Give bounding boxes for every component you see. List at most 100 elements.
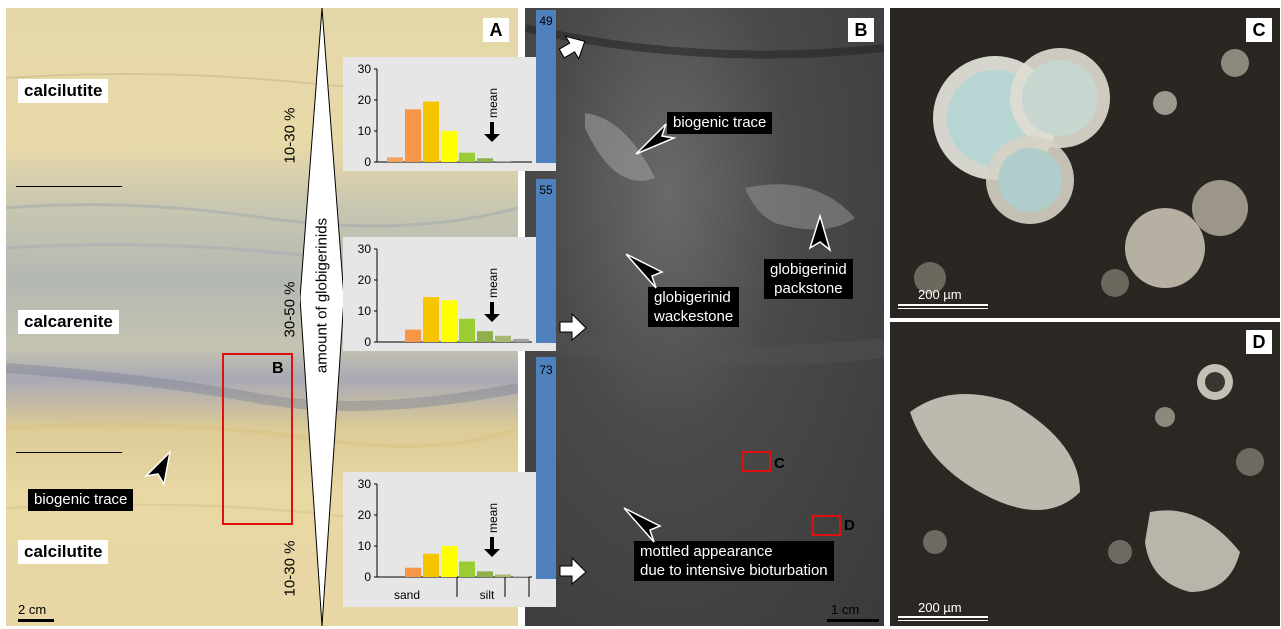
arrow-icon	[635, 123, 677, 155]
thin-section-texture	[525, 24, 884, 366]
histogram-bar	[495, 335, 511, 342]
region-d-label: D	[844, 517, 855, 534]
y-tick-label: 20	[358, 273, 372, 287]
pointer-arrow-icon	[559, 312, 587, 342]
histogram-bar	[513, 576, 529, 577]
mottled-appearance-label: mottled appearance due to intensive biot…	[634, 541, 834, 581]
mottled-line-1: mottled appearance	[640, 543, 773, 560]
histogram-bar	[513, 338, 529, 342]
pointer-arrow-icon	[558, 35, 586, 60]
percent-label-mid: 30-50 %	[281, 281, 299, 338]
y-tick-label: 20	[358, 508, 372, 522]
grain-size-histogram-top: 0 10 20 30 mean	[343, 57, 556, 171]
globigerinid-wackestone-label: globigerinid wackestone	[648, 287, 740, 327]
mud-bar-bottom	[536, 357, 556, 579]
biogenic-trace-label-b: biogenic trace	[667, 112, 773, 134]
histogram-bar	[477, 331, 493, 342]
layer-label-calcarenite: calcarenite	[18, 310, 119, 334]
histogram-bar	[405, 567, 421, 577]
scale-label-a: 2 cm	[18, 602, 47, 617]
arrow-icon	[625, 253, 664, 289]
grain-size-histogram-middle: 0 10 20 30 mean	[343, 237, 556, 351]
percent-label-bottom: 10-30 %	[281, 540, 299, 597]
mud-bar-top	[536, 10, 556, 163]
wackestone-line-1: globigerinid	[654, 289, 731, 306]
mean-arrow-icon	[484, 314, 500, 322]
panel-c-photo	[890, 8, 1280, 318]
region-c-label: C	[774, 455, 785, 472]
layer-label-calcilutite-top: calcilutite	[18, 79, 109, 103]
histogram-bar	[459, 561, 475, 577]
mud-bar-middle	[536, 179, 556, 343]
histogram-chart-bottom: 0102030meansandsiltm	[358, 477, 567, 602]
panel-b-photo	[525, 8, 884, 626]
histogram-bar	[441, 546, 457, 577]
packstone-line-1: globigerinid	[770, 261, 847, 278]
mean-label: mean	[486, 88, 500, 118]
x-label: sand	[394, 588, 420, 602]
histogram-bar	[477, 158, 493, 162]
mud-value-middle: 55	[539, 183, 553, 197]
mean-label: mean	[486, 503, 500, 533]
arrow-icon	[143, 449, 172, 487]
y-tick-label: 0	[364, 570, 371, 584]
y-tick-label: 0	[364, 155, 371, 169]
y-tick-label: 10	[358, 539, 372, 553]
percent-label-top: 10-30 %	[281, 107, 299, 164]
packstone-line-2: packstone	[774, 280, 843, 297]
histogram-bar	[441, 131, 457, 162]
y-tick-label: 30	[358, 62, 372, 76]
histogram-bar	[405, 109, 421, 162]
layer-boundary-line	[16, 186, 122, 187]
mean-arrow-icon	[490, 122, 494, 134]
scale-bar-b	[827, 619, 879, 622]
scale-bar-a	[18, 619, 54, 622]
histogram-bar	[459, 318, 475, 342]
pointer-arrow-icon	[559, 556, 587, 586]
histogram-bar	[477, 571, 493, 577]
wackestone-line-2: wackestone	[654, 308, 734, 325]
mean-arrow-icon	[484, 134, 500, 142]
foraminifera-c-image	[914, 48, 1249, 297]
histogram-bar	[405, 329, 421, 342]
histogram-bar	[459, 152, 475, 162]
mean-arrow-icon	[484, 549, 500, 557]
x-label: silt	[480, 588, 495, 602]
amount-globigerinids-label: amount of globigerinids	[313, 217, 331, 374]
mean-arrow-icon	[490, 537, 494, 549]
y-tick-label: 30	[358, 242, 372, 256]
histogram-bar	[495, 161, 511, 162]
y-tick-label: 10	[358, 304, 372, 318]
panel-label-c: C	[1246, 18, 1272, 42]
histogram-bar	[387, 157, 403, 162]
biogenic-trace-label-a: biogenic trace	[28, 489, 134, 511]
mean-arrow-icon	[490, 302, 494, 314]
globigerinid-amount-spindle	[300, 8, 344, 626]
globigerinid-packstone-label: globigerinid packstone	[764, 259, 853, 299]
panel-d-photo	[890, 322, 1280, 626]
scale-label-b: 1 cm	[831, 602, 860, 617]
grain-size-histogram-bottom: 0102030meansandsiltm	[343, 472, 567, 607]
histogram-chart-top: 0 10 20 30 mean	[358, 62, 532, 169]
histogram-bar	[423, 101, 439, 162]
region-b-label: B	[272, 360, 284, 377]
layer-label-calcilutite-bottom: calcilutite	[18, 540, 109, 564]
histogram-chart-middle: 0 10 20 30 mean	[358, 242, 532, 349]
histogram-bar	[495, 574, 511, 577]
histogram-bar	[423, 297, 439, 342]
panel-label-d: D	[1246, 330, 1272, 354]
scale-label-d: 200 µm	[918, 600, 962, 615]
mud-value-bottom: 73	[539, 363, 553, 377]
scale-bar-d	[898, 616, 988, 621]
panel-label-b: B	[848, 18, 874, 42]
layer-boundary-line	[16, 452, 122, 453]
region-c-box	[742, 451, 771, 472]
y-tick-label: 10	[358, 124, 372, 138]
y-tick-label: 0	[364, 335, 371, 349]
y-tick-label: 20	[358, 93, 372, 107]
mud-value-top: 49	[539, 14, 553, 28]
region-d-box	[812, 515, 841, 536]
region-b-box	[222, 353, 293, 525]
y-tick-label: 30	[358, 477, 372, 491]
mean-label: mean	[486, 268, 500, 298]
